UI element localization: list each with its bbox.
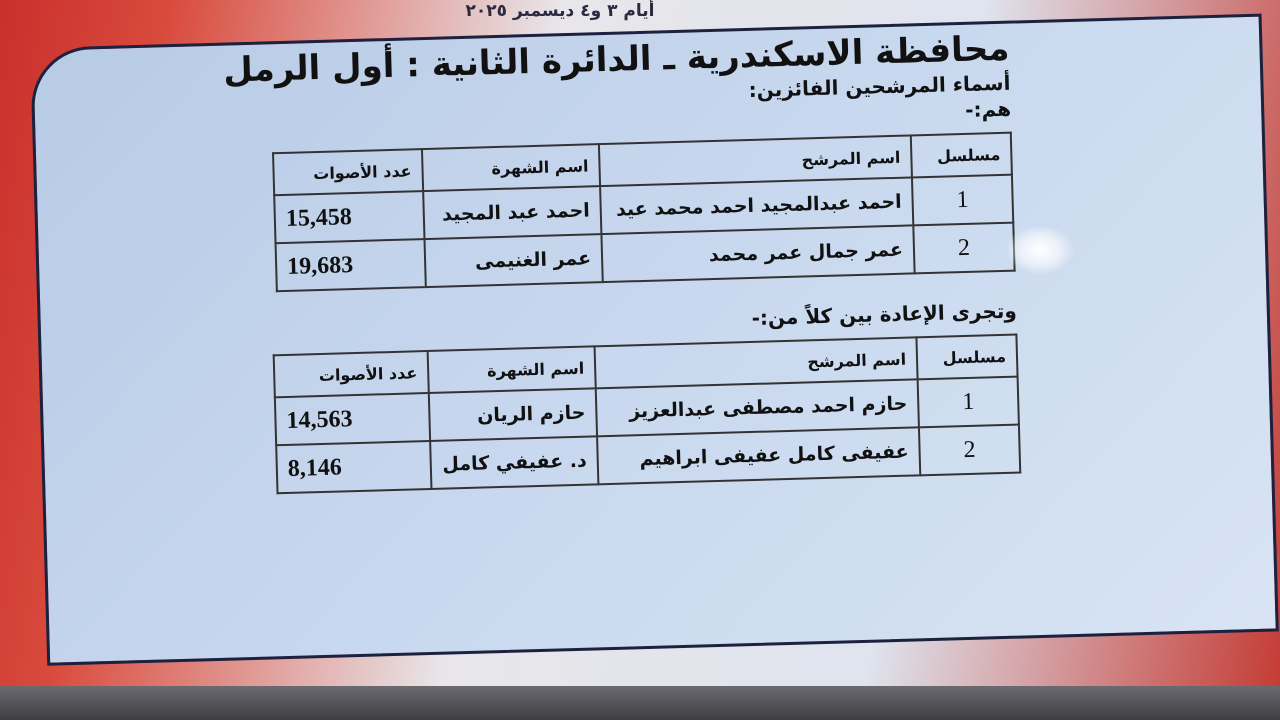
header-votes: عدد الأصوات bbox=[273, 149, 424, 196]
winners-table: مسلسل اسم المرشح اسم الشهرة عدد الأصوات … bbox=[272, 132, 1016, 293]
serial-cell: 1 bbox=[911, 174, 1014, 226]
serial-cell: 2 bbox=[918, 424, 1021, 476]
known-as-cell: عمر الغنيمى bbox=[424, 234, 603, 288]
known-as-cell: حازم الريان bbox=[428, 388, 598, 441]
votes-cell: 8,146 bbox=[276, 440, 432, 494]
candidate-name-cell: عمر جمال عمر محمد bbox=[601, 225, 915, 283]
slide: محافظة الاسكندرية ـ الدائرة الثانية : أو… bbox=[30, 13, 1279, 666]
candidate-name-cell: عفيفى كامل عفيفى ابراهيم bbox=[597, 427, 921, 485]
known-as-cell: احمد عبد المجيد bbox=[423, 186, 602, 240]
header-serial: مسلسل bbox=[916, 334, 1018, 380]
light-glare bbox=[1005, 225, 1075, 275]
top-caption: أيام ٣ و٤ ديسمبر ٢٠٢٥ bbox=[465, 1, 655, 21]
header-known-as: اسم الشهرة bbox=[427, 346, 596, 393]
header-serial: مسلسل bbox=[910, 132, 1012, 178]
candidate-name-cell: احمد عبدالمجيد احمد محمد عيد bbox=[600, 177, 914, 235]
serial-cell: 1 bbox=[917, 376, 1019, 428]
header-known-as: اسم الشهرة bbox=[421, 144, 601, 192]
serial-cell: 2 bbox=[913, 222, 1015, 274]
votes-cell: 14,563 bbox=[274, 392, 431, 446]
votes-cell: 19,683 bbox=[275, 239, 426, 292]
votes-cell: 15,458 bbox=[274, 191, 425, 244]
known-as-cell: د. عفيفي كامل bbox=[430, 436, 599, 489]
runoff-table: مسلسل اسم المرشح اسم الشهرة عدد الأصوات … bbox=[273, 334, 1022, 495]
header-votes: عدد الأصوات bbox=[273, 351, 429, 398]
screen-bezel bbox=[0, 686, 1280, 720]
